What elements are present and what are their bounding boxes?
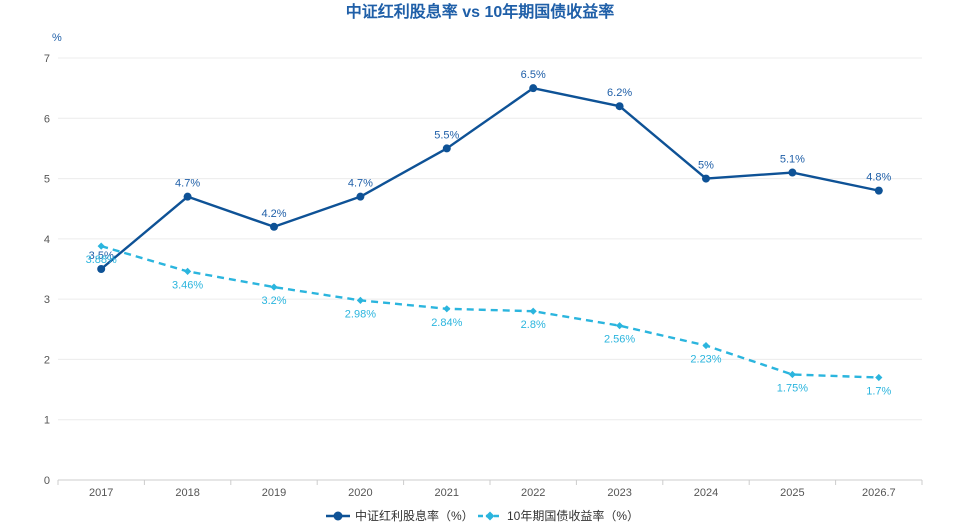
y-tick-label-1: 1 [44,415,50,427]
data-point[interactable] [184,267,192,276]
y-tick-label-5: 5 [44,174,50,186]
data-point[interactable] [788,168,797,177]
legend[interactable]: 中证红利股息率（%） 10年期国债收益率（%） [326,508,639,523]
data-point[interactable] [702,174,710,183]
axes: 0 1 2 3 4 5 6 7 2017 2018 2019 2020 2021 2022 2023 2024… [44,53,923,499]
data-label: 4.2% [261,208,286,220]
data-label: 3.2% [261,295,286,307]
data-label: 2.98% [345,308,376,320]
data-point[interactable] [356,296,364,304]
data-point[interactable] [788,370,796,379]
data-point[interactable] [529,307,537,315]
data-point[interactable] [97,265,106,273]
x-tick-label-2022: 2022 [521,487,545,499]
data-point[interactable] [270,222,278,231]
data-point[interactable] [615,102,624,111]
x-tick-label-2018: 2018 [175,487,199,499]
x-tick-label-2023: 2023 [607,487,631,499]
data-label: 5% [698,160,714,172]
legend-label: 10年期国债收益率（%） [507,508,639,523]
chart-title: 中证红利股息率 vs 10年期国债收益率 [346,2,615,21]
data-point[interactable] [529,84,538,93]
data-label: 3.5% [89,250,114,262]
data-label: 6.2% [607,87,632,99]
data-point[interactable] [270,283,278,291]
x-tick-label-2019: 2019 [262,487,286,499]
data-point[interactable] [616,322,624,330]
x-tick-label-2021: 2021 [435,487,459,499]
x-tick-label-2017: 2017 [89,487,113,499]
data-label: 4.7% [348,178,373,190]
data-label: 3.88% [86,254,117,266]
data-label: 2.84% [431,317,462,329]
data-label: 2.8% [521,319,546,331]
data-label: 5.5% [434,129,459,141]
series-line-2 [100,244,879,379]
data-point[interactable] [702,341,710,350]
data-label: 5.1% [780,154,805,166]
legend-item-1[interactable]: 中证红利股息率（%） [326,508,474,523]
data-point[interactable] [442,144,451,153]
gridlines [58,57,922,421]
data-point[interactable] [183,192,192,201]
data-label: 3.46% [172,279,203,291]
legend-label: 中证红利股息率（%） [355,508,474,523]
data-point[interactable] [356,192,365,201]
legend-marker [485,511,495,521]
data-point[interactable] [874,186,883,195]
legend-item-2[interactable]: 10年期国债收益率（%） [478,508,639,523]
y-tick-label-6: 6 [44,113,50,125]
data-label: 2.23% [690,354,721,366]
data-label: 4.8% [866,172,891,184]
data-label: 1.7% [866,386,891,398]
x-tick-label-2020: 2020 [348,487,372,499]
data-label: 2.56% [604,334,635,346]
y-axis-unit: % [52,32,62,44]
series-1: 3.5% 4.7% 4.2% 4.7% 5.5% 6.5% 6.2% 5% 5.1% 4.8% [89,69,892,273]
data-label: 6.5% [521,69,546,81]
series-line-1 [100,86,880,270]
data-point[interactable] [875,373,883,382]
y-tick-label-3: 3 [44,294,50,306]
x-tick-label-2026.7: 2026.7 [862,487,896,499]
y-tick-label-2: 2 [44,354,50,366]
series-2: 3.88% 3.46% 3.2% 2.98% 2.84% 2.8% 2.56% 2.23% 1.… [86,242,892,398]
y-tick-label-0: 0 [44,475,50,487]
x-tick-label-2025: 2025 [780,487,804,499]
y-tick-label-4: 4 [44,234,50,246]
data-point[interactable] [97,242,105,250]
x-tick-label-2024: 2024 [694,487,718,499]
series-group: 3.5%4.7%4.2%4.7%5.5%6.5%6.2%5%5.1%4.8%3.… [86,69,892,397]
data-point[interactable] [443,305,451,313]
legend-marker [333,511,343,521]
y-tick-label-7: 7 [44,53,50,65]
data-label: 4.7% [175,178,200,190]
data-label: 1.75% [777,383,808,395]
